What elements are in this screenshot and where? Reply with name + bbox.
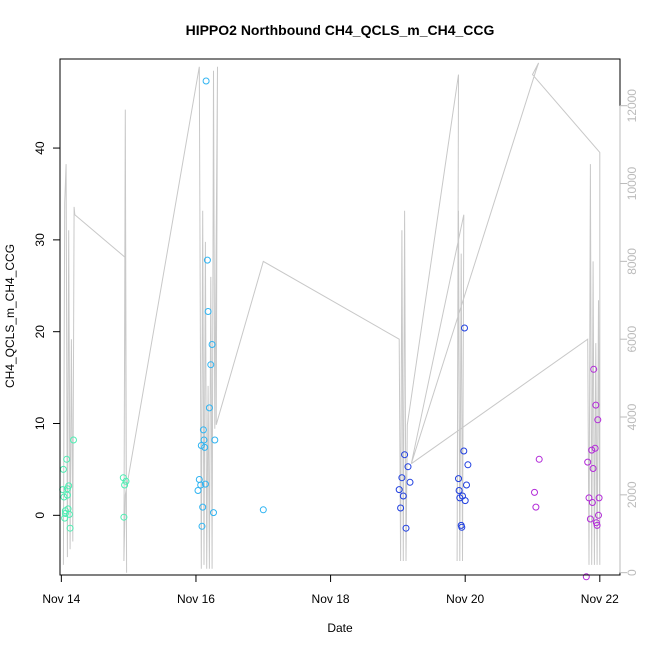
data-point: [201, 480, 209, 488]
data-point: [535, 455, 543, 463]
data-point: [63, 485, 71, 493]
data-point: [588, 499, 596, 506]
data-point: [197, 481, 205, 489]
data-point: [402, 524, 410, 532]
data-point: [204, 308, 212, 315]
y2-tick-label: 10000: [625, 166, 639, 200]
data-point: [584, 458, 592, 466]
data-point: [586, 515, 594, 523]
data-point: [397, 504, 405, 512]
data-point: [207, 361, 215, 369]
data-point: [585, 494, 593, 502]
y2-tick-label: 8000: [625, 248, 639, 275]
y-tick-label: 0: [33, 512, 47, 519]
data-point: [208, 341, 216, 348]
data-point: [455, 475, 462, 483]
data-point: [593, 521, 601, 529]
x-tick-label: Nov 16: [177, 592, 215, 606]
data-point: [198, 522, 206, 530]
x-tick-label: Nov 20: [446, 592, 484, 606]
data-point: [404, 463, 412, 471]
data-point: [399, 492, 407, 500]
data-point: [205, 404, 213, 412]
data-point: [531, 488, 538, 496]
data-point: [200, 436, 208, 444]
y2-tick-label: 6000: [625, 326, 639, 353]
data-point: [582, 573, 590, 581]
data-point: [203, 256, 211, 264]
y-tick-label: 10: [33, 417, 47, 431]
chart-title: HIPPO2 Northbound CH4_QCLS_m_CH4_CCG: [186, 22, 495, 38]
data-points-layer: [59, 77, 603, 581]
data-point: [461, 324, 468, 332]
data-point: [460, 447, 468, 455]
data-point: [210, 509, 217, 517]
data-point: [211, 436, 219, 444]
data-point: [406, 478, 414, 486]
data-point: [592, 401, 600, 409]
data-point: [201, 443, 209, 451]
data-point: [461, 497, 469, 505]
data-point: [61, 514, 69, 522]
y2-tick-label: 0: [625, 569, 639, 576]
data-point: [592, 519, 600, 527]
data-point: [202, 77, 210, 85]
data-point: [63, 455, 71, 463]
data-point: [464, 461, 472, 469]
y-axis-label: CH4_QCLS_m_CH4_CCG: [3, 244, 17, 388]
data-point: [589, 465, 597, 472]
y-tick-label: 20: [33, 325, 47, 339]
data-point: [197, 442, 205, 449]
x-tick-label: Nov 14: [42, 592, 80, 606]
data-point: [401, 451, 409, 459]
data-point: [591, 444, 599, 452]
data-point: [395, 486, 403, 494]
x-tick-label: Nov 18: [312, 592, 350, 606]
data-point: [594, 416, 602, 424]
data-point: [199, 503, 207, 511]
data-point: [66, 524, 74, 532]
data-point: [121, 481, 129, 489]
data-point: [259, 506, 267, 514]
data-point: [65, 510, 73, 518]
data-point: [60, 493, 68, 501]
altitude-line: [62, 62, 601, 573]
data-point: [590, 365, 598, 373]
y-tick-label: 40: [33, 141, 47, 155]
data-point: [532, 503, 540, 511]
altitude-line-layer: [62, 62, 601, 573]
data-point: [61, 507, 69, 515]
data-point: [595, 511, 602, 519]
data-point: [122, 477, 130, 485]
x-axis-label: Date: [327, 621, 353, 635]
data-point: [463, 481, 470, 489]
y2-tick-label: 12000: [625, 89, 639, 123]
x-tick-label: Nov 22: [581, 592, 619, 606]
data-point: [455, 487, 463, 494]
data-point: [398, 474, 406, 482]
data-point: [194, 487, 202, 494]
data-point: [588, 446, 596, 454]
data-point: [120, 513, 128, 521]
data-point: [199, 426, 207, 434]
data-point: [595, 494, 603, 502]
axes-layer: Nov 14 Nov 16 Nov 18 Nov 20 Nov 220102030400…: [33, 89, 639, 606]
data-point: [70, 436, 77, 444]
plot-frame: [59, 58, 621, 576]
data-point: [458, 523, 466, 531]
y2-tick-label: 4000: [625, 403, 639, 430]
y-tick-label: 30: [33, 233, 47, 247]
y2-tick-label: 2000: [625, 481, 639, 508]
